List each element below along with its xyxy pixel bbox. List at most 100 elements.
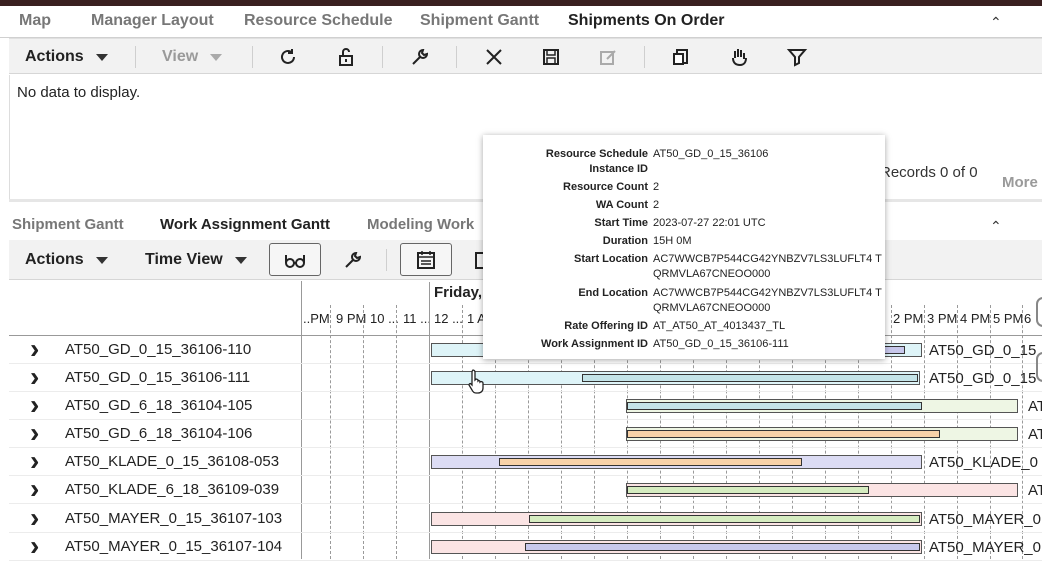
tooltip-value: 2 [653,181,660,193]
tooltip-row: End Location AC7WWCB7P544CG42YNBZV7LS3LUF… [483,286,885,316]
bar-label: AT50_MAYER_0 [929,511,1041,528]
tooltip-key: Rate Offering ID [564,320,648,332]
work-assignment-bar[interactable] [627,430,940,438]
divider [386,249,387,271]
tooltip-row: Rate Offering ID AT_AT50_AT_4013437_TL [483,319,885,334]
gantt-row[interactable] [9,364,1042,392]
wrench-icon[interactable] [409,46,431,68]
time-tick-label: 2 PM [893,311,924,326]
expand-chevron-icon[interactable]: › [30,502,40,533]
chevron-down-icon [95,256,108,264]
gantt-row[interactable] [9,336,1042,364]
wrench-icon[interactable] [342,249,364,271]
hand-icon[interactable] [728,46,750,68]
gantt-grid-line [594,305,595,559]
view-menu[interactable]: View [162,39,223,75]
gantt-row[interactable] [9,505,1042,533]
divider [382,46,383,68]
tab-manager-layout[interactable]: Manager Layout [91,12,214,29]
gantt-row[interactable] [9,476,1042,504]
filter-icon[interactable] [786,46,808,68]
tooltip-row: Work Assignment ID AT50_GD_0_15_36106-111 [483,337,885,352]
tooltip-row: Start Time 2023-07-27 22:01 UTC [483,216,885,231]
time-tick-label: 12 ... [434,311,463,326]
glasses-icon [285,254,305,268]
bar-label: AT50_MAYER_0 [929,539,1041,556]
collapse-up-icon[interactable]: ⌃ [990,218,1002,234]
gantt-grid-line [330,305,331,559]
scroll-handle[interactable] [1036,352,1042,382]
glasses-button[interactable] [269,243,321,276]
save-icon[interactable] [540,46,562,68]
work-assignment-bar[interactable] [627,486,869,494]
time-view-menu[interactable]: Time View [145,240,247,280]
time-tick-label: 11 ... [403,311,431,326]
gantt-grid-line [363,305,364,559]
work-assignment-bar[interactable] [499,458,802,466]
gantt-actions-menu[interactable]: Actions [25,240,108,280]
work-assignment-bar[interactable] [529,515,920,523]
tooltip-row: WA Count 2 [483,198,885,213]
edit-icon[interactable] [597,46,619,68]
row-label: AT50_GD_6_18_36104-105 [65,397,253,414]
work-assignment-bar[interactable] [582,374,918,382]
bar-label: AT50_KLADE_0 [929,454,1038,471]
tooltip-row: Start Location AC7WWCB7P544CG42YNBZV7LS3L… [483,252,885,282]
unlock-icon[interactable] [335,46,357,68]
tooltip-value: AT50_GD_0_15_36106 [653,148,769,160]
gantt-date-header: Friday, [434,284,483,301]
tooltip-key: End Location [578,287,648,299]
top-tab-bar: Map Manager Layout Resource Schedule Shi… [0,6,1042,38]
divider [456,46,457,68]
gantt-grid-line [396,305,397,559]
hand-cursor-icon [468,369,484,394]
bar-label: AT50_GD_0_15 [929,342,1037,359]
tab-shipments-on-order[interactable]: Shipments On Order [568,12,725,29]
row-label: AT50_MAYER_0_15_36107-104 [65,538,283,555]
tooltip-row: Duration 15H 0M [483,234,885,249]
records-count: Records 0 of 0 [880,164,978,181]
expand-chevron-icon[interactable]: › [30,417,40,448]
gantt-row[interactable] [9,420,1042,448]
tab-modeling-work[interactable]: Modeling Work [367,216,475,233]
tab-shipment-gantt-2[interactable]: Shipment Gantt [12,216,124,233]
tab-shipment-gantt[interactable]: Shipment Gantt [420,12,540,29]
time-tick-label: 3 PM [927,311,958,326]
actions-label: Actions [25,48,84,65]
expand-chevron-icon[interactable]: › [30,333,40,364]
copy-document-icon[interactable] [670,46,692,68]
bar-label: AT [1028,426,1042,443]
tooltip-key: Work Assignment ID [541,338,648,350]
refresh-icon[interactable] [277,46,299,68]
divider [252,46,253,68]
expand-chevron-icon[interactable]: › [30,361,40,392]
tab-resource-schedule[interactable]: Resource Schedule [244,12,393,29]
time-tick-label: ..PM [303,311,330,326]
gantt-grid-line [462,305,463,559]
calendar-button[interactable] [400,243,452,276]
work-assignment-bar[interactable] [525,543,920,551]
row-label: AT50_KLADE_6_18_36109-039 [65,481,280,498]
tooltip-key: Resource Count [563,181,648,193]
tools-cross-icon[interactable] [483,46,505,68]
gantt-grid-line [1022,305,1023,559]
more-link[interactable]: More [1002,174,1038,191]
expand-chevron-icon[interactable]: › [30,473,40,504]
expand-chevron-icon[interactable]: › [30,445,40,476]
bar-label: AT [1028,482,1042,499]
actions-menu[interactable]: Actions [25,39,108,75]
collapse-up-icon[interactable]: ⌃ [990,14,1002,30]
tab-map[interactable]: Map [19,12,51,29]
expand-chevron-icon[interactable]: › [30,389,40,420]
gantt-grid-line [528,305,529,559]
work-assignment-bar[interactable] [627,402,922,410]
tooltip-row: Resource Count 2 [483,180,885,195]
work-assignment-tooltip: Resource Schedule AT50_GD_0_15_36106 Insta… [483,135,885,359]
tooltip-value: AC7WWCB7P544CG42YNBZV7LS3LUFLT4 TQRMVLA6… [653,287,882,314]
gantt-row[interactable] [9,448,1042,476]
tab-work-assignment-gantt[interactable]: Work Assignment Gantt [160,216,331,233]
gantt-row[interactable] [9,392,1042,420]
time-tick-label: 10 ... [370,311,399,326]
expand-chevron-icon[interactable]: › [30,530,40,561]
scroll-handle[interactable] [1036,297,1042,327]
